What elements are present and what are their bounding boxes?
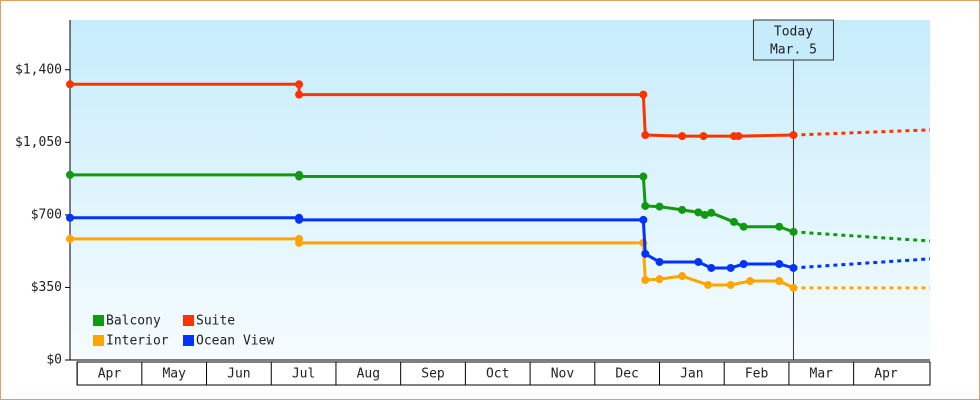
data-point: [66, 80, 74, 89]
y-tick-label: $1,400: [15, 62, 62, 77]
legend-swatch: [93, 335, 104, 346]
data-point: [639, 215, 648, 224]
data-point: [789, 263, 798, 272]
x-tick-label: Dec: [615, 367, 638, 382]
data-point: [655, 202, 664, 211]
legend-label: Ocean View: [196, 334, 274, 349]
data-point: [66, 213, 74, 222]
x-tick-label: Feb: [745, 367, 769, 382]
data-point: [704, 280, 713, 289]
x-tick-label: Jun: [227, 367, 250, 382]
data-point: [707, 208, 716, 217]
plot-area: [70, 20, 930, 360]
data-point: [775, 260, 784, 269]
data-point: [700, 210, 709, 219]
data-point: [655, 257, 664, 266]
data-point: [694, 257, 703, 266]
x-tick-label: Jan: [680, 367, 703, 382]
data-point: [726, 280, 735, 289]
x-tick-label: Mar: [810, 367, 834, 382]
legend-label: Interior: [106, 334, 169, 349]
data-point: [66, 170, 74, 179]
data-point: [707, 263, 716, 272]
data-point: [729, 217, 738, 226]
y-tick-label: $350: [31, 280, 62, 295]
forecast-line: [793, 257, 931, 270]
x-tick-label: Oct: [486, 367, 509, 382]
data-point: [775, 277, 784, 286]
data-point: [295, 238, 304, 247]
y-tick-label: $1,050: [15, 135, 62, 150]
x-tick-label: Apr: [874, 367, 898, 382]
data-point: [699, 132, 708, 141]
data-point: [655, 275, 664, 284]
x-tick-label: Jul: [292, 367, 315, 382]
x-tick-label: Apr: [98, 367, 122, 382]
data-point: [641, 249, 650, 258]
data-point: [789, 227, 798, 236]
data-point: [726, 263, 735, 272]
x-tick-label: Aug: [357, 367, 380, 382]
legend-swatch: [183, 315, 194, 326]
data-point: [295, 172, 304, 181]
x-tick-label: Sep: [421, 367, 445, 382]
data-point: [295, 90, 304, 99]
data-point: [295, 215, 304, 224]
data-point: [295, 80, 304, 89]
legend-swatch: [183, 335, 194, 346]
x-tick-label: Nov: [551, 367, 575, 382]
today-label: Mar. 5: [770, 43, 817, 58]
data-point: [694, 208, 703, 217]
data-point: [775, 222, 784, 231]
data-point: [739, 222, 748, 231]
data-point: [639, 172, 648, 181]
data-point: [678, 205, 687, 214]
today-label: Today: [774, 25, 813, 40]
data-point: [66, 234, 74, 243]
legend-swatch: [93, 315, 104, 326]
data-point: [641, 201, 650, 210]
data-point: [641, 275, 650, 284]
y-tick-label: $700: [31, 207, 62, 222]
data-point: [746, 277, 755, 286]
legend-label: Balcony: [106, 314, 161, 329]
data-point: [789, 131, 798, 140]
forecast-line: [793, 230, 931, 243]
data-point: [739, 260, 748, 269]
data-point: [734, 132, 743, 141]
today-box: [752, 19, 834, 61]
data-point: [789, 283, 798, 292]
data-point: [678, 132, 687, 141]
x-tick-label: May: [162, 367, 186, 382]
data-point: [639, 90, 648, 99]
data-point: [641, 131, 650, 140]
legend-label: Suite: [196, 314, 235, 329]
forecast-line: [793, 128, 931, 137]
y-tick-label: $0: [46, 353, 62, 368]
data-point: [678, 272, 687, 281]
